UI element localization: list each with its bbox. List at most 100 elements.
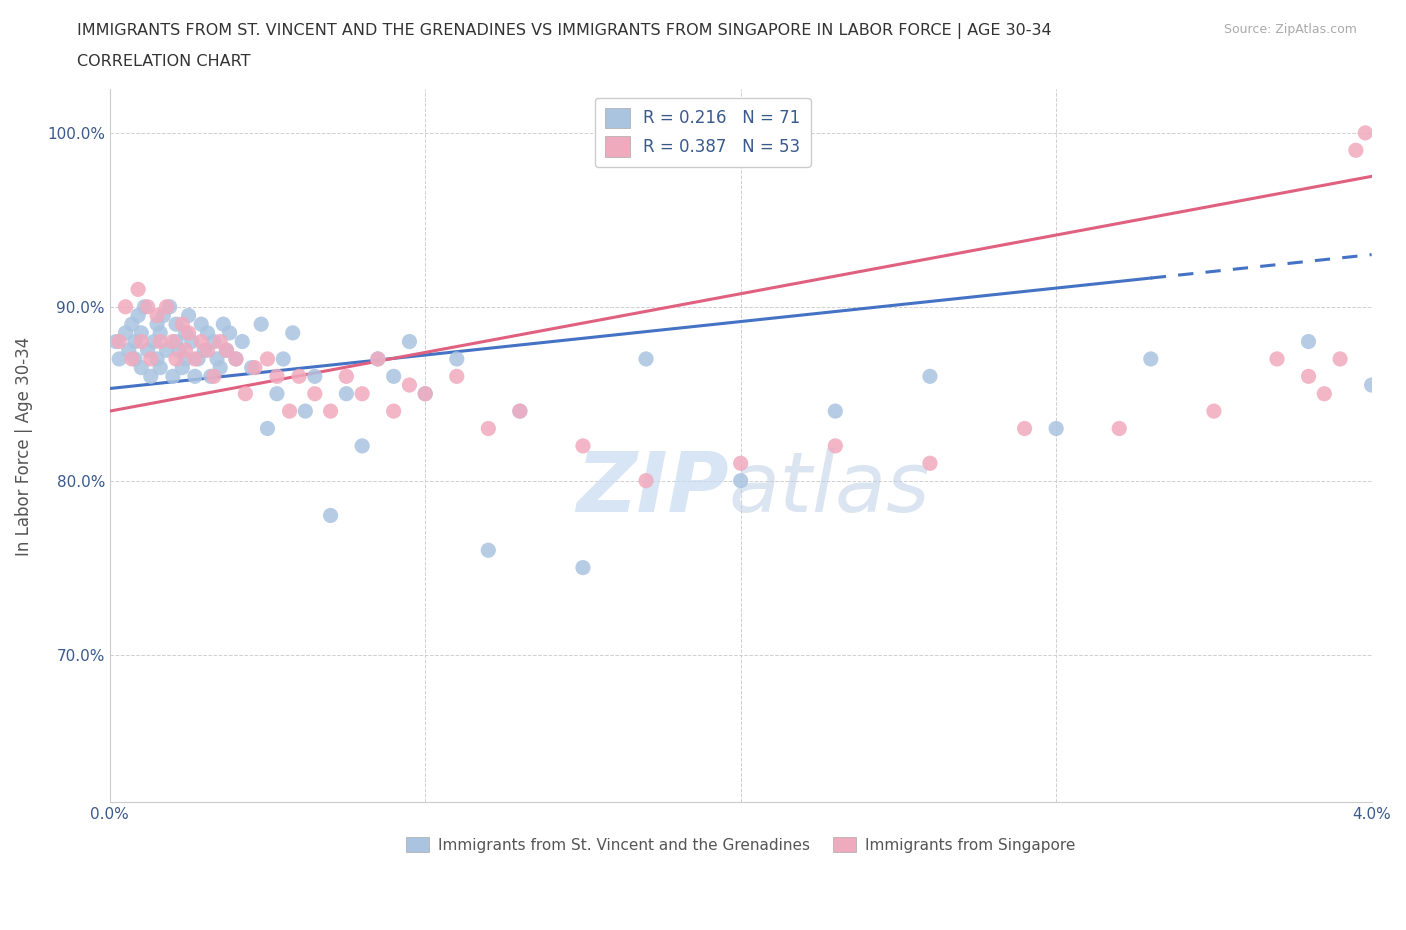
- Point: [477, 421, 499, 436]
- Point: [1344, 143, 1367, 158]
- Point: [1361, 378, 1384, 392]
- Point: [212, 317, 235, 332]
- Point: [335, 386, 357, 401]
- Point: [256, 352, 278, 366]
- Point: [824, 438, 846, 453]
- Point: [139, 369, 162, 384]
- Point: [215, 343, 238, 358]
- Text: Source: ZipAtlas.com: Source: ZipAtlas.com: [1223, 23, 1357, 36]
- Point: [382, 369, 405, 384]
- Point: [335, 369, 357, 384]
- Point: [177, 308, 200, 323]
- Point: [172, 317, 194, 332]
- Point: [304, 386, 326, 401]
- Point: [1139, 352, 1161, 366]
- Point: [162, 334, 184, 349]
- Point: [225, 352, 247, 366]
- Point: [1202, 404, 1225, 418]
- Point: [127, 308, 149, 323]
- Point: [304, 369, 326, 384]
- Point: [319, 508, 342, 523]
- Point: [149, 326, 172, 340]
- Point: [215, 343, 238, 358]
- Point: [209, 334, 232, 349]
- Point: [509, 404, 531, 418]
- Point: [174, 343, 197, 358]
- Point: [1265, 352, 1288, 366]
- Point: [1108, 421, 1130, 436]
- Point: [108, 352, 131, 366]
- Point: [184, 369, 207, 384]
- Point: [572, 438, 595, 453]
- Point: [231, 334, 253, 349]
- Point: [319, 404, 342, 418]
- Point: [202, 334, 225, 349]
- Point: [918, 369, 941, 384]
- Point: [146, 317, 169, 332]
- Point: [1329, 352, 1351, 366]
- Point: [202, 369, 225, 384]
- Point: [240, 360, 263, 375]
- Point: [197, 343, 219, 358]
- Point: [281, 326, 304, 340]
- Point: [124, 334, 146, 349]
- Point: [1045, 421, 1067, 436]
- Point: [200, 369, 222, 384]
- Point: [634, 473, 657, 488]
- Point: [278, 404, 301, 418]
- Text: IMMIGRANTS FROM ST. VINCENT AND THE GRENADINES VS IMMIGRANTS FROM SINGAPORE IN L: IMMIGRANTS FROM ST. VINCENT AND THE GREN…: [77, 23, 1052, 39]
- Point: [127, 282, 149, 297]
- Point: [190, 317, 212, 332]
- Point: [165, 352, 187, 366]
- Point: [271, 352, 294, 366]
- Point: [184, 352, 207, 366]
- Point: [446, 369, 468, 384]
- Point: [165, 317, 187, 332]
- Text: CORRELATION CHART: CORRELATION CHART: [77, 54, 250, 69]
- Text: atlas: atlas: [728, 448, 929, 529]
- Point: [266, 369, 288, 384]
- Point: [413, 386, 436, 401]
- Point: [152, 308, 174, 323]
- Point: [162, 369, 184, 384]
- Point: [146, 352, 169, 366]
- Point: [177, 326, 200, 340]
- Point: [129, 360, 152, 375]
- Point: [193, 343, 215, 358]
- Point: [180, 334, 202, 349]
- Point: [165, 334, 187, 349]
- Point: [218, 326, 240, 340]
- Point: [225, 352, 247, 366]
- Point: [108, 334, 131, 349]
- Point: [149, 360, 172, 375]
- Point: [352, 438, 374, 453]
- Point: [149, 334, 172, 349]
- Point: [382, 404, 405, 418]
- Point: [174, 352, 197, 366]
- Point: [209, 360, 232, 375]
- Point: [134, 299, 156, 314]
- Point: [235, 386, 257, 401]
- Point: [105, 334, 128, 349]
- Point: [243, 360, 266, 375]
- Point: [1313, 386, 1336, 401]
- Point: [1298, 369, 1320, 384]
- Point: [136, 343, 159, 358]
- Point: [398, 378, 420, 392]
- Point: [197, 326, 219, 340]
- Point: [139, 352, 162, 366]
- Point: [1298, 334, 1320, 349]
- Point: [136, 299, 159, 314]
- Point: [118, 343, 141, 358]
- Point: [159, 299, 181, 314]
- Point: [205, 352, 228, 366]
- Point: [398, 334, 420, 349]
- Point: [129, 326, 152, 340]
- Point: [174, 326, 197, 340]
- Point: [121, 352, 143, 366]
- Point: [190, 334, 212, 349]
- Point: [167, 343, 190, 358]
- Point: [129, 334, 152, 349]
- Point: [256, 421, 278, 436]
- Point: [367, 352, 389, 366]
